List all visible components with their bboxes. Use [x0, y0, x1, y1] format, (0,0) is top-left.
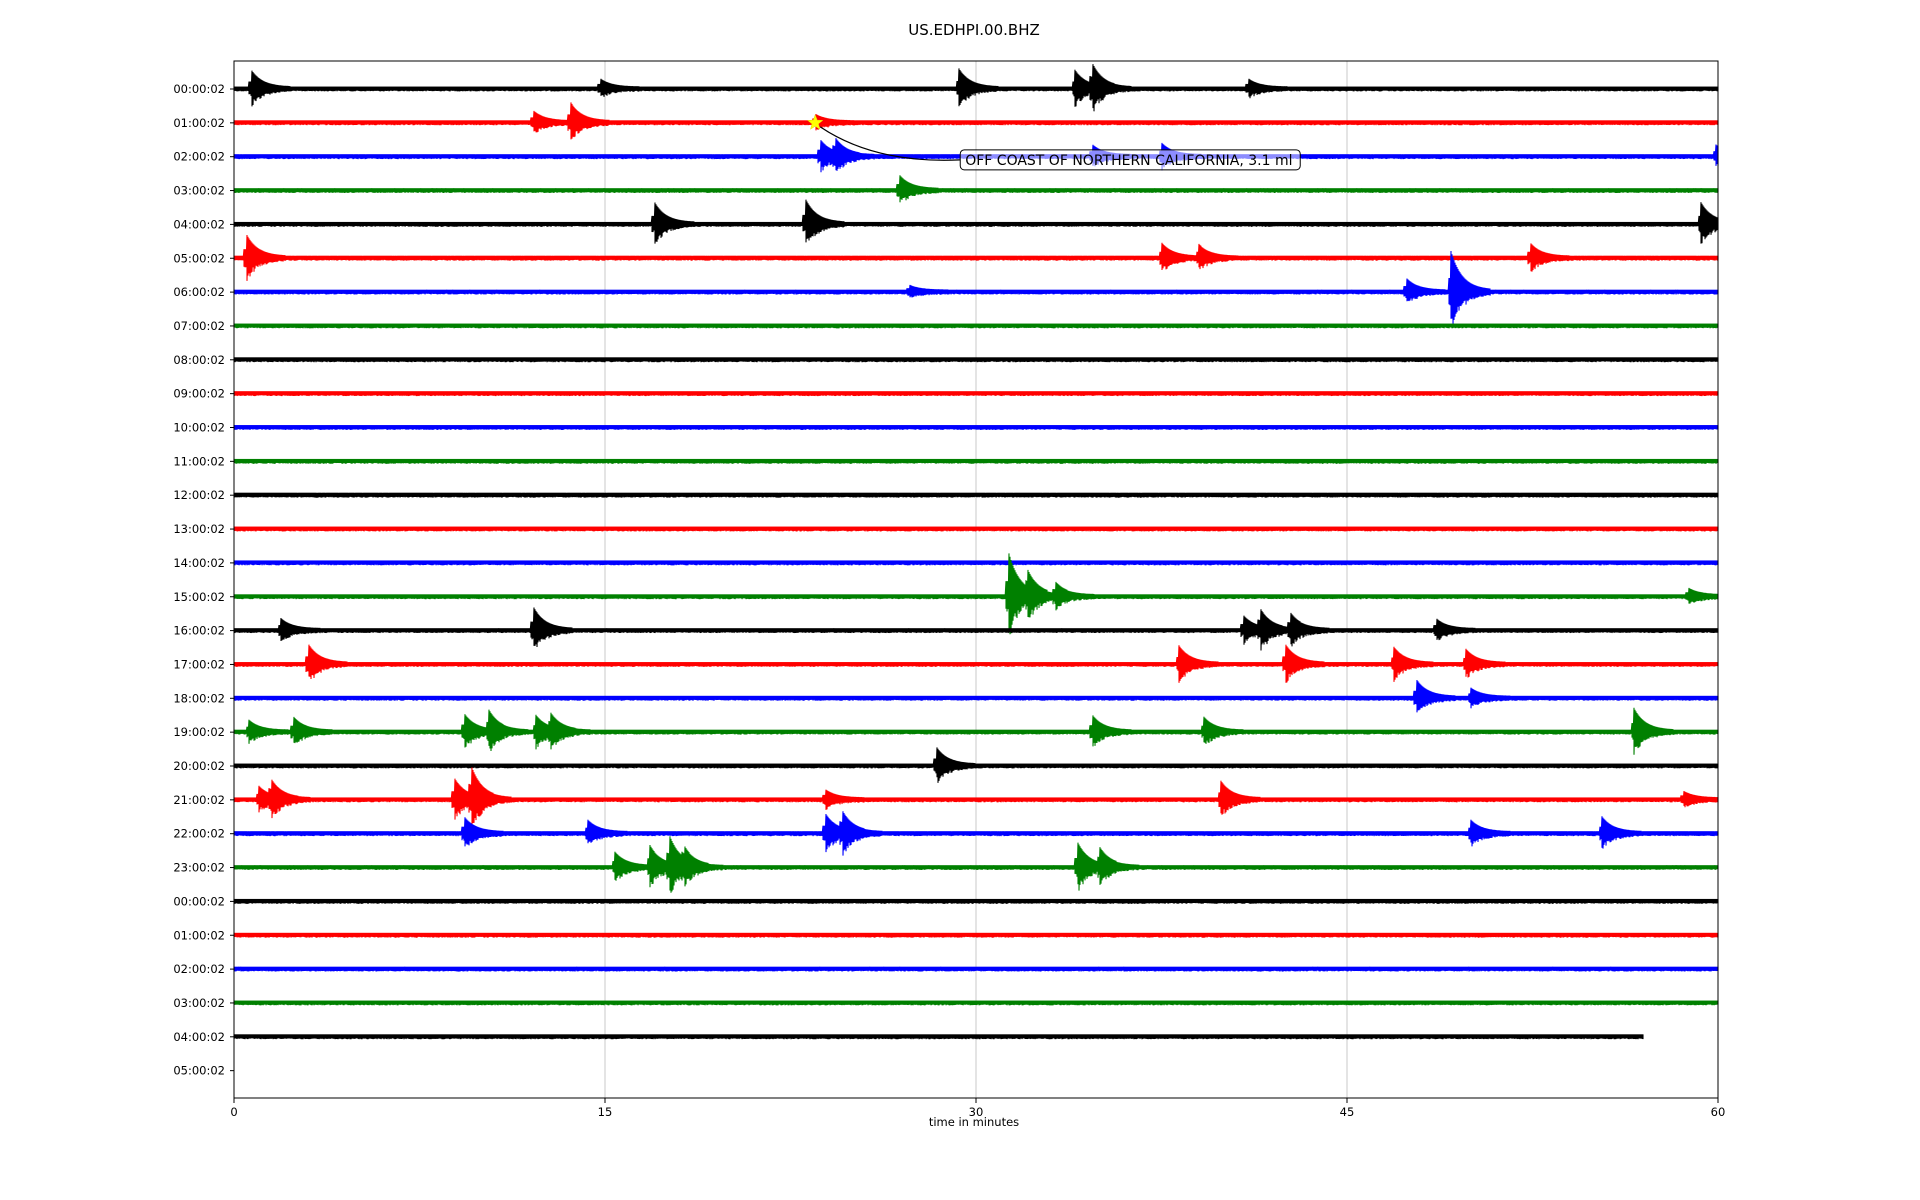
trace-row-0 — [233, 64, 1719, 112]
row-label-0: 00:00:02 — [173, 82, 225, 96]
trace-row-9 — [233, 391, 1719, 397]
trace-row-16 — [233, 607, 1719, 651]
row-label-20: 20:00:02 — [173, 759, 225, 773]
trace-row-8 — [233, 357, 1719, 363]
trace-row-10 — [233, 424, 1719, 431]
row-label-19: 19:00:02 — [173, 725, 225, 739]
annotation-connector-0 — [819, 126, 961, 161]
trace-row-5 — [233, 234, 1719, 281]
trace-row-27 — [233, 1000, 1719, 1006]
row-label-5: 05:00:02 — [173, 251, 225, 265]
x-axis-label: time in minutes — [929, 1115, 1019, 1129]
row-label-16: 16:00:02 — [173, 624, 225, 638]
row-label-27: 03:00:02 — [173, 996, 225, 1010]
row-label-2: 02:00:02 — [173, 150, 225, 164]
row-label-23: 23:00:02 — [173, 861, 225, 875]
row-label-4: 04:00:02 — [173, 217, 225, 231]
x-tick-label-4: 60 — [1711, 1105, 1726, 1119]
row-label-9: 09:00:02 — [173, 387, 225, 401]
trace-row-19 — [233, 707, 1719, 755]
trace-row-4 — [233, 199, 1719, 244]
trace-row-28 — [233, 1034, 1644, 1040]
trace-row-24 — [233, 898, 1719, 904]
trace-row-13 — [233, 526, 1719, 532]
row-labels: 00:00:02 01:00:02 02:00:02 03:00:02 04:00:02… — [173, 82, 234, 1078]
row-label-14: 14:00:02 — [173, 556, 225, 570]
trace-row-14 — [233, 560, 1719, 566]
x-tick-label-2: 30 — [969, 1105, 984, 1119]
row-label-24: 00:00:02 — [173, 894, 225, 908]
trace-row-20 — [233, 747, 1719, 783]
annotation-box-0 — [959, 149, 1301, 171]
row-label-12: 12:00:02 — [173, 488, 225, 502]
x-tick-label-0: 0 — [230, 1105, 237, 1119]
trace-row-18 — [233, 679, 1719, 713]
trace-row-25 — [233, 932, 1719, 938]
trace-row-23 — [233, 836, 1719, 893]
plot-frame — [233, 60, 1719, 1099]
event-annotations: OFF COAST OF NORTHERN CALIFORNIA, 3.1 ml — [806, 114, 1301, 171]
chart-title: US.EDHPI.00.BHZ — [908, 21, 1040, 39]
row-label-29: 05:00:02 — [173, 1064, 225, 1078]
trace-row-15 — [233, 553, 1719, 635]
trace-row-7 — [233, 323, 1719, 329]
trace-row-26 — [233, 966, 1719, 972]
row-label-13: 13:00:02 — [173, 522, 225, 536]
row-label-21: 21:00:02 — [173, 793, 225, 807]
x-tick-label-1: 15 — [598, 1105, 613, 1119]
event-star-icon — [806, 114, 824, 130]
row-label-11: 11:00:02 — [173, 454, 225, 468]
trace-row-21 — [233, 767, 1719, 826]
x-axis-ticks: 0 15 30 45 60 — [230, 1098, 1725, 1119]
row-label-7: 07:00:02 — [173, 319, 225, 333]
row-label-3: 03:00:02 — [173, 184, 225, 198]
trace-row-12 — [233, 492, 1719, 498]
row-label-25: 01:00:02 — [173, 928, 225, 942]
row-label-6: 06:00:02 — [173, 285, 225, 299]
row-label-17: 17:00:02 — [173, 657, 225, 671]
row-label-15: 15:00:02 — [173, 590, 225, 604]
row-label-1: 01:00:02 — [173, 116, 225, 130]
trace-group — [233, 64, 1719, 1040]
trace-row-11 — [233, 458, 1719, 464]
trace-row-1 — [233, 102, 1719, 140]
annotation-label-0: OFF COAST OF NORTHERN CALIFORNIA, 3.1 ml — [965, 153, 1292, 169]
row-label-10: 10:00:02 — [173, 421, 225, 435]
trace-row-17 — [233, 644, 1719, 683]
row-label-22: 22:00:02 — [173, 827, 225, 841]
row-label-18: 18:00:02 — [173, 691, 225, 705]
row-label-26: 02:00:02 — [173, 962, 225, 976]
trace-row-3 — [233, 175, 1719, 203]
trace-row-6 — [233, 250, 1719, 327]
x-tick-label-3: 45 — [1340, 1105, 1355, 1119]
row-label-8: 08:00:02 — [173, 353, 225, 367]
row-label-28: 04:00:02 — [173, 1030, 225, 1044]
trace-row-22 — [233, 811, 1719, 856]
gridlines — [604, 61, 1348, 1098]
